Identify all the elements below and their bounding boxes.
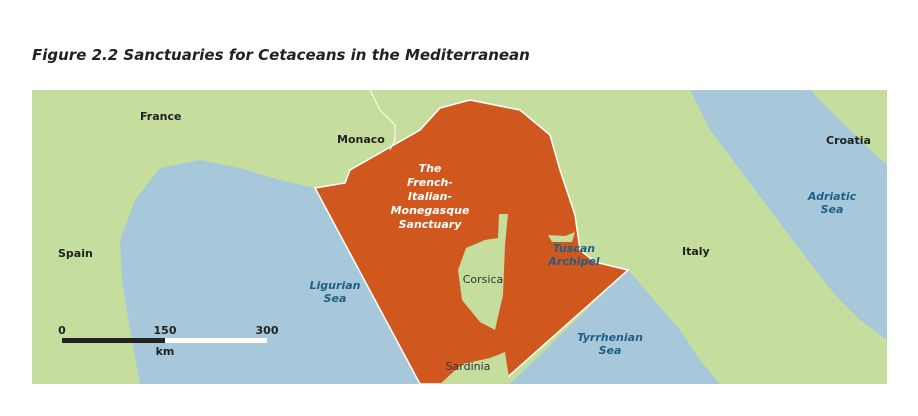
sanctuary-label-line: Italian-: [408, 190, 452, 203]
scale-bar-light: [165, 338, 267, 343]
sanctuary-label-line: Monegasque: [391, 204, 470, 217]
scale-tick: 150: [154, 324, 177, 337]
elba: [548, 232, 575, 242]
tyrrhenian-sea: [510, 270, 720, 384]
label-adriatic-sea: Sea: [821, 203, 844, 216]
sanctuary-label: The French- Italian- Monegasque Sanctuar…: [391, 162, 470, 231]
label-ligurian: Ligurian: [310, 279, 361, 292]
label-tuscan: Tuscan: [553, 242, 595, 255]
label-tyrrhenian: Tyrrhenian: [577, 331, 643, 344]
label-tyrrhenian-sea: Sea: [599, 344, 622, 357]
label-sardinia: Sardinia: [446, 360, 491, 373]
label-corsica: Corsica: [463, 273, 504, 286]
label-archipel: Archipel: [547, 255, 599, 268]
sanctuary-label-line: Sanctuary: [399, 218, 463, 231]
sanctuary-area: [313, 99, 630, 384]
scale-bar: 0 150 300 km: [58, 324, 279, 358]
scale-unit: km: [156, 345, 175, 358]
label-italy: Italy: [682, 245, 710, 258]
label-spain: Spain: [58, 247, 93, 260]
label-ligurian-sea: Sea: [324, 292, 347, 305]
western-sea: [120, 160, 420, 384]
sanctuary-label-line: French-: [407, 176, 453, 189]
border-line: [369, 90, 396, 151]
corsica: [458, 214, 508, 330]
label-adriatic: Adriatic: [807, 190, 857, 203]
sardinia: [440, 352, 510, 384]
scale-tick: 0: [58, 324, 66, 337]
scale-tick: 300: [256, 324, 279, 337]
sanctuary-label-line: The: [419, 162, 442, 175]
label-monaco: Monaco: [337, 133, 385, 146]
label-france: France: [140, 110, 181, 123]
figure-title: Figure 2.2 Sanctuaries for Cetaceans in …: [32, 46, 530, 64]
scale-bar-dark: [62, 338, 165, 343]
label-croatia: Croatia: [826, 134, 871, 147]
adriatic-sea: [690, 90, 887, 340]
